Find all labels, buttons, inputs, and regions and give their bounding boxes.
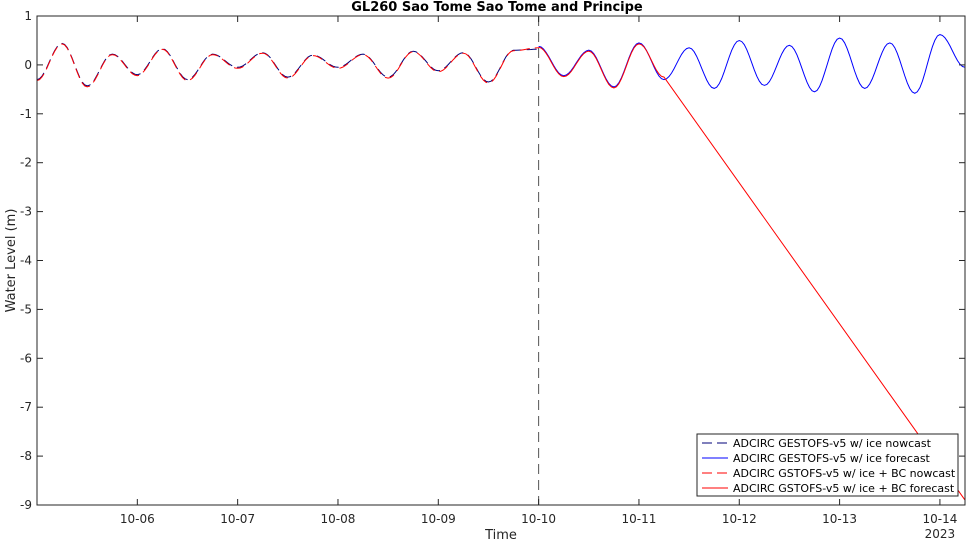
plot-frame [36, 15, 966, 506]
y-axis-title: Water Level (m) [4, 209, 19, 313]
y-tick-label: -2 [20, 156, 32, 170]
series-layer [36, 34, 966, 501]
x-axis-title: Time [484, 528, 517, 541]
x-tick-label: 10-08 [321, 512, 356, 526]
y-tick-label: -3 [20, 205, 32, 219]
legend-label-3: ADCIRC GSTOFS-v5 w/ ice + BC nowcast [733, 467, 956, 480]
x-tick-label: 10-06 [120, 512, 155, 526]
legend-label-1: ADCIRC GESTOFS-v5 w/ ice nowcast [733, 437, 932, 450]
legend-label-2: ADCIRC GESTOFS-v5 w/ ice forecast [733, 452, 931, 465]
x-tick-label: 10-13 [822, 512, 857, 526]
y-tick-label: 1 [24, 9, 32, 23]
x-tick-label: 10-11 [622, 512, 657, 526]
y-tick-label: -1 [20, 107, 32, 121]
x-tick-label: 10-12 [722, 512, 757, 526]
x-tick-label: 10-10 [521, 512, 556, 526]
series-line-1 [36, 42, 539, 87]
x-tick-label: 10-07 [220, 512, 255, 526]
x-year-label: 2023 [925, 527, 956, 541]
x-axis: 10-06 10-07 10-08 10-09 10-10 10-11 10-12 10-13… [120, 16, 957, 526]
series-line-3 [36, 43, 539, 88]
y-tick-label: 0 [24, 58, 32, 72]
y-tick-label: -7 [20, 400, 32, 414]
series-line-4 [538, 43, 966, 501]
x-tick-label: 10-14 [922, 512, 957, 526]
series-line-2 [538, 34, 966, 94]
y-tick-label: -9 [20, 498, 32, 512]
y-tick-label: -6 [20, 351, 32, 365]
y-tick-label: -5 [20, 302, 32, 316]
y-axis: 1 0 -1 -2 -3 -4 -5 -6 -7 -8 -9 [20, 9, 965, 512]
y-tick-label: -8 [20, 449, 32, 463]
y-tick-label: -4 [20, 254, 32, 268]
legend-box [696, 433, 959, 497]
legend: ADCIRC GESTOFS-v5 w/ ice nowcast ADCIRC G… [696, 433, 959, 497]
legend-label-4: ADCIRC GSTOFS-v5 w/ ice + BC forecast [733, 482, 955, 495]
x-tick-label: 10-09 [421, 512, 456, 526]
chart-title: GL260 Sao Tome Sao Tome and Principe [351, 0, 643, 15]
